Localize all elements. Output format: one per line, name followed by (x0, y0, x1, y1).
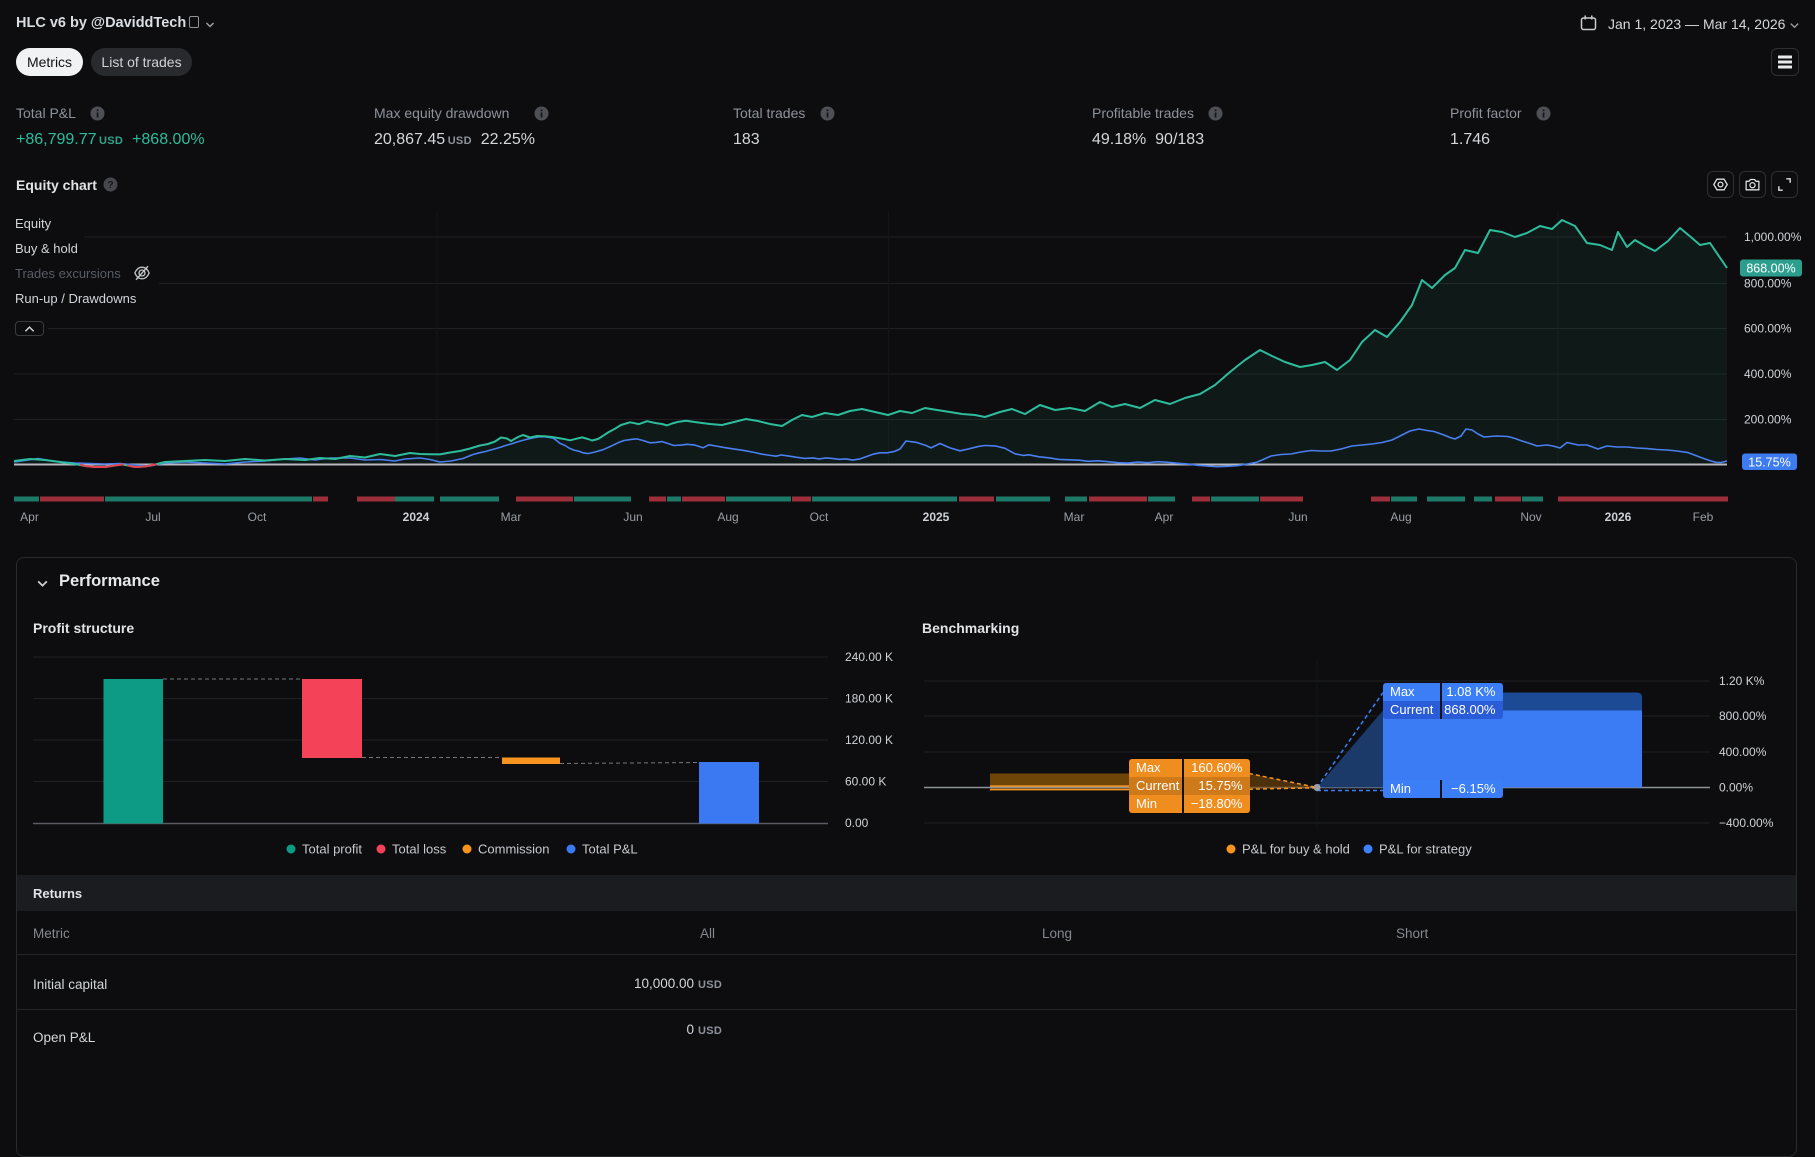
svg-text:?: ? (107, 180, 113, 191)
svg-text:1.20 K%: 1.20 K% (1719, 674, 1765, 688)
svg-text:Apr: Apr (1155, 510, 1174, 524)
svg-text:−400.00%: −400.00% (1719, 816, 1774, 830)
svg-text:180.00 K: 180.00 K (845, 692, 893, 706)
svg-text:Jun: Jun (1288, 510, 1307, 524)
svg-text:2024: 2024 (403, 510, 430, 524)
svg-text:868.00%: 868.00% (1746, 262, 1795, 276)
svg-text:Apr: Apr (20, 510, 39, 524)
svg-text:120.00 K: 120.00 K (845, 733, 893, 747)
svg-text:P&L for buy & hold: P&L for buy & hold (1242, 842, 1350, 857)
svg-text:Aug: Aug (1390, 510, 1411, 524)
svg-text:200.00%: 200.00% (1744, 413, 1792, 427)
svg-text:Jun: Jun (623, 510, 642, 524)
svg-text:Oct: Oct (810, 510, 829, 524)
svg-text:240.00 K: 240.00 K (845, 650, 893, 664)
svg-text:P&L for strategy: P&L for strategy (1379, 842, 1472, 857)
svg-text:Jul: Jul (145, 510, 160, 524)
svg-text:2026: 2026 (1605, 510, 1632, 524)
svg-text:Total loss: Total loss (392, 842, 447, 857)
svg-text:Commission: Commission (478, 842, 550, 857)
svg-text:Total P&L: Total P&L (582, 842, 638, 857)
svg-text:800.00%: 800.00% (1719, 709, 1767, 723)
svg-text:800.00%: 800.00% (1744, 277, 1792, 291)
svg-text:0.00%: 0.00% (1719, 781, 1753, 795)
svg-text:Total profit: Total profit (302, 842, 362, 857)
svg-text:2025: 2025 (923, 510, 950, 524)
svg-text:1,000.00%: 1,000.00% (1744, 230, 1802, 244)
svg-text:Nov: Nov (1520, 510, 1541, 524)
svg-text:600.00%: 600.00% (1744, 322, 1792, 336)
svg-text:15.75%: 15.75% (1748, 456, 1790, 470)
svg-text:0.00: 0.00 (845, 816, 869, 830)
svg-text:400.00%: 400.00% (1719, 745, 1767, 759)
svg-text:Oct: Oct (248, 510, 267, 524)
svg-text:Mar: Mar (1064, 510, 1085, 524)
svg-text:Aug: Aug (717, 510, 738, 524)
svg-text:60.00 K: 60.00 K (845, 775, 886, 789)
svg-text:400.00%: 400.00% (1744, 367, 1792, 381)
svg-text:Mar: Mar (501, 510, 522, 524)
svg-text:Feb: Feb (1693, 510, 1714, 524)
